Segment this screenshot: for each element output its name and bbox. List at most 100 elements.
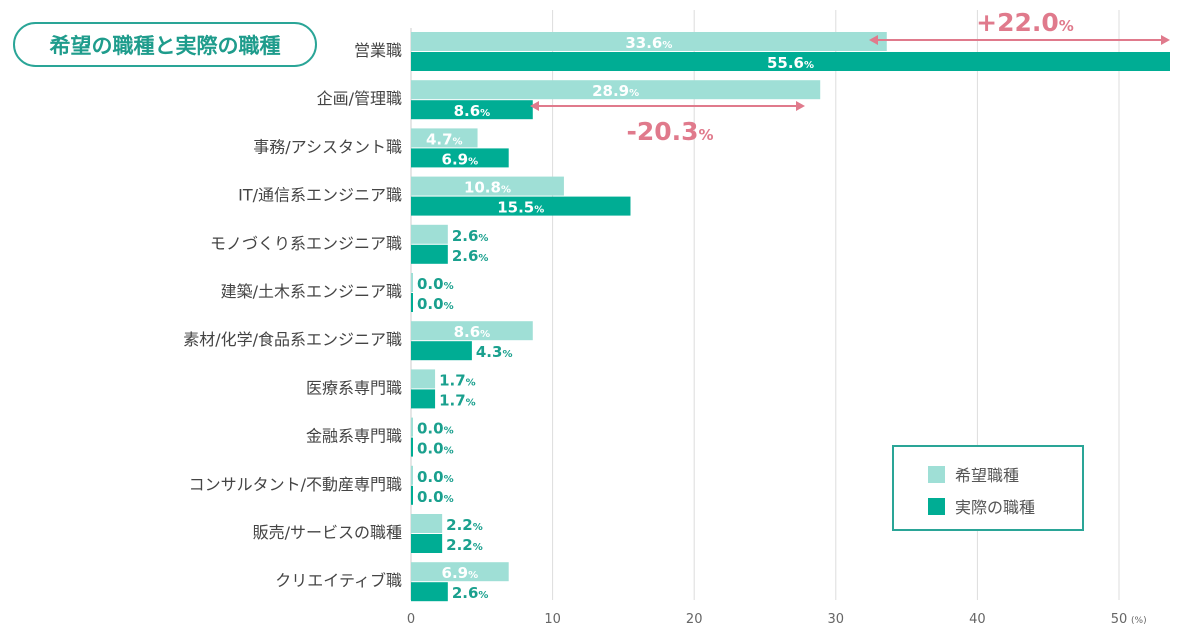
percent-suffix: % xyxy=(478,590,488,601)
legend: 希望職種 実際の職種 xyxy=(892,445,1084,531)
hope-bar xyxy=(411,80,821,100)
percent-suffix: % xyxy=(466,397,476,408)
actual-value-label: 0.0% xyxy=(417,295,454,313)
hope-bar xyxy=(411,224,448,244)
x-tick-label: 40 xyxy=(969,612,986,627)
value: 0.0 xyxy=(417,295,444,313)
actual-bar xyxy=(411,582,448,602)
hope-bar xyxy=(411,321,533,341)
actual-value-label: 2.2% xyxy=(446,536,483,554)
value: 2.2 xyxy=(446,536,473,554)
hope-value-label: 4.7% xyxy=(426,130,463,148)
actual-value-label: 55.6% xyxy=(767,54,814,72)
difference-value: +22.0 xyxy=(976,8,1059,37)
hope-value-label: 33.6% xyxy=(625,34,672,52)
percent-suffix: % xyxy=(444,281,454,292)
category-label: 販売/サービスの職種 xyxy=(253,523,402,542)
actual-value-label: 15.5% xyxy=(497,199,544,217)
value: 28.9 xyxy=(592,82,629,100)
actual-value-label: 0.0% xyxy=(417,440,454,458)
difference-label: -20.3% xyxy=(626,117,713,146)
percent-suffix: % xyxy=(478,253,488,264)
hope-bar xyxy=(411,562,509,582)
value: 8.6 xyxy=(454,102,481,120)
hope-value-label: 10.8% xyxy=(464,179,511,197)
arrowhead-left-icon xyxy=(869,35,878,45)
legend-label-actual: 実際の職種 xyxy=(955,498,1035,517)
percent-suffix: % xyxy=(453,136,463,147)
value: 0.0 xyxy=(417,420,444,438)
value: 0.0 xyxy=(417,440,444,458)
percent-suffix: % xyxy=(468,156,478,167)
actual-bar xyxy=(411,196,631,216)
hope-bar xyxy=(411,417,413,437)
category-label: 企画/管理職 xyxy=(317,89,402,108)
percent-suffix: % xyxy=(480,329,490,340)
legend-swatch-hope xyxy=(928,466,945,483)
chart-title: 希望の職種と実際の職種 xyxy=(50,34,281,58)
percent-suffix: % xyxy=(699,126,714,144)
actual-bar xyxy=(411,100,533,120)
arrowhead-left-icon xyxy=(530,101,539,111)
hope-value-label: 0.0% xyxy=(417,420,454,438)
percent-suffix: % xyxy=(534,205,544,216)
hope-bar xyxy=(411,273,413,292)
value: 6.9 xyxy=(442,564,469,582)
category-label: クリエイティブ職 xyxy=(275,571,402,590)
percent-suffix: % xyxy=(804,60,814,71)
value: 8.6 xyxy=(454,323,481,341)
percent-suffix: % xyxy=(444,494,454,505)
legend-label-hope: 希望職種 xyxy=(955,466,1019,485)
actual-value-label: 8.6% xyxy=(454,102,491,120)
category-label: 素材/化学/食品系エンジニア職 xyxy=(183,330,402,349)
percent-suffix: % xyxy=(629,88,639,99)
arrowhead-right-icon xyxy=(1161,35,1170,45)
percent-suffix: % xyxy=(444,301,454,312)
actual-value-label: 2.6% xyxy=(452,584,489,602)
category-label: 営業職 xyxy=(354,41,402,60)
hope-bar xyxy=(411,514,443,533)
value: 1.7 xyxy=(439,371,466,389)
category-label: 医療系専門職 xyxy=(306,378,402,397)
hope-value-label: 2.2% xyxy=(446,516,483,534)
actual-bar xyxy=(411,52,1170,71)
percent-suffix: % xyxy=(468,570,478,581)
value: 2.6 xyxy=(452,584,479,602)
actual-value-label: 0.0% xyxy=(417,488,454,506)
percent-suffix: % xyxy=(444,474,454,485)
value: 6.9 xyxy=(442,150,469,168)
hope-value-label: 0.0% xyxy=(417,468,454,486)
legend-swatch-actual xyxy=(928,498,945,515)
actual-bar xyxy=(411,485,413,505)
arrowhead-right-icon xyxy=(796,101,805,111)
actual-bar xyxy=(411,437,413,457)
hope-value-label: 0.0% xyxy=(417,275,454,293)
chart-title-badge: 希望の職種と実際の職種 xyxy=(13,22,317,67)
x-tick-label: 50 xyxy=(1111,612,1128,627)
value: 1.7 xyxy=(439,391,466,409)
percent-suffix: % xyxy=(480,108,490,119)
actual-bar xyxy=(411,148,509,168)
x-tick-label: 20 xyxy=(686,612,703,627)
category-label: モノづくり系エンジニア職 xyxy=(210,234,402,253)
hope-bar xyxy=(411,32,887,51)
value: 15.5 xyxy=(497,199,534,217)
category-label: 金融系専門職 xyxy=(306,427,402,446)
hope-bar xyxy=(411,176,564,196)
percent-suffix: % xyxy=(502,349,512,360)
value: 2.6 xyxy=(452,227,479,245)
hope-value-label: 8.6% xyxy=(454,323,491,341)
hope-value-label: 28.9% xyxy=(592,82,639,100)
hope-bar xyxy=(411,128,478,148)
actual-value-label: 2.6% xyxy=(452,247,489,265)
hope-bar xyxy=(411,369,436,389)
category-label: 事務/アシスタント職 xyxy=(253,137,402,156)
actual-value-label: 6.9% xyxy=(442,150,479,168)
category-label: 建築/土木系エンジニア職 xyxy=(221,282,402,301)
x-tick-label: 30 xyxy=(828,612,845,627)
percent-suffix: % xyxy=(478,233,488,244)
value: 10.8 xyxy=(464,179,501,197)
percent-suffix: % xyxy=(473,542,483,553)
value: 0.0 xyxy=(417,488,444,506)
